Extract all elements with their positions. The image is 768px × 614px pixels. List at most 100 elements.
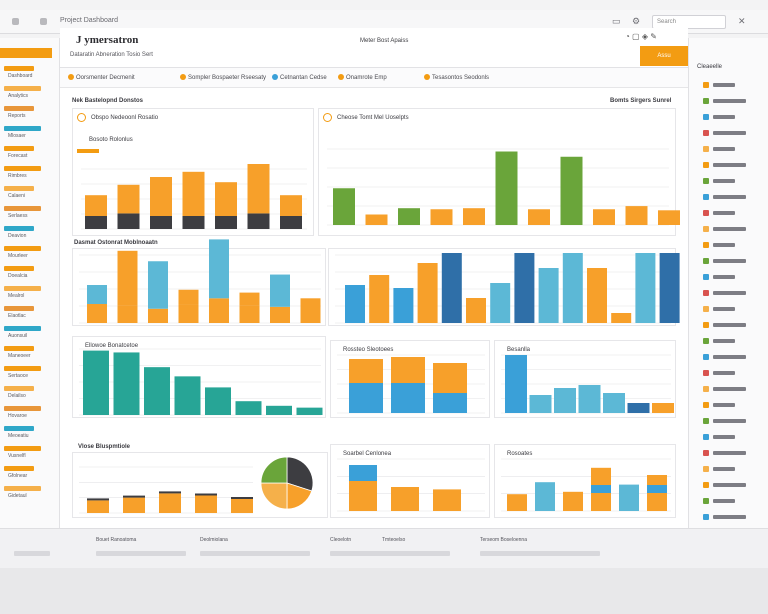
sidebar-item-label: Gfolnear [8,473,28,479]
footer-item[interactable]: Terseom Boseloenna [480,537,527,543]
row-icon [703,258,709,264]
bar-bottom [209,298,229,323]
bar [466,298,486,323]
row-bar [713,355,746,359]
sidebar-item[interactable] [4,306,34,311]
filter-item[interactable]: Oorsmenter Decmenit [68,74,135,81]
chart-panel-c4[interactable] [328,248,680,326]
window-control-icon[interactable] [40,18,47,25]
chart-title: Cheose Tomt Mel Uoselpts [337,115,409,121]
filter-item[interactable]: Onamrote Emp [338,74,387,81]
sidebar-item[interactable] [4,226,34,231]
bar [603,393,625,413]
pie-slice [260,482,288,510]
bar-bottom [239,305,260,323]
row-bar [713,131,746,135]
action-button[interactable]: Assu [640,46,688,66]
filter-dot-icon [180,74,186,80]
row-icon [703,418,709,424]
sidebar-item[interactable] [4,386,34,391]
bar-stack [591,485,611,493]
row-bar [713,275,735,279]
footer-item[interactable]: Tmteoelso [382,537,406,543]
bar [627,403,650,413]
settings-icon[interactable]: ⚙ [632,16,641,26]
chart-panel-c1[interactable]: Obspo Nedeoonl Rosatio Bosoto Rolonlus [72,108,314,236]
bar-cap [159,491,181,494]
row-icon [703,178,709,184]
row-icon [703,466,709,472]
bar-chart-c7 [501,354,674,414]
toolbar-icons[interactable]: ◔ ▢ ◈ ✎ [625,32,657,41]
sidebar-item[interactable] [4,126,41,131]
window-control-icon[interactable] [12,18,19,25]
menu-icon[interactable]: ▭ [612,16,621,26]
sidebar-item[interactable] [4,466,34,471]
sidebar-item[interactable] [4,246,41,251]
bar [159,493,181,513]
sidebar-item[interactable] [4,366,41,371]
bar [463,208,485,225]
sidebar-item-label: Elaotlac [8,313,26,319]
sidebar-item[interactable] [4,326,41,331]
chart-panel-c3[interactable] [72,239,326,326]
filter-item[interactable]: Tesasontos Seodonls [424,74,489,81]
combo-chart-c8 [79,456,314,514]
bar [625,206,648,225]
bar-chart-c4 [335,253,680,324]
bar [507,494,527,511]
filter-dot-icon [68,74,74,80]
header-menu[interactable]: Meter Bost Apaiss [360,38,409,44]
logo [0,48,52,58]
sidebar-item[interactable] [4,166,41,171]
bar-top [349,359,383,383]
bar-top [117,184,140,214]
bar [398,208,420,225]
bar [529,395,552,413]
bar-bottom [117,305,138,323]
row-icon [703,242,709,248]
sidebar-item[interactable] [4,186,34,191]
bar [490,283,511,323]
sidebar-item[interactable] [4,406,41,411]
chart-panel-c6[interactable]: Rossteo Sleotoees [330,340,490,418]
sidebar-item[interactable] [4,86,41,91]
bar [333,188,355,225]
chart-panel-c2[interactable]: Cheose Tomt Mel Uoselpts [318,108,680,236]
footer-item[interactable]: Deolmiolana [200,537,228,543]
filter-item[interactable]: Cetnantan Cedse [272,74,327,81]
footer-bar [200,551,310,556]
footer-item[interactable]: Cleoelotn [330,537,352,543]
chart-panel-c8[interactable] [72,452,328,518]
chart-panel-c5[interactable]: Ellowoe Bonatcetoe [72,336,326,418]
bar [430,209,453,225]
chart-panel-c11[interactable]: Rosoates [494,444,676,518]
bar [365,214,388,225]
search-input[interactable]: Search [652,15,726,29]
footer-bar [96,551,186,556]
filter-dot-icon [424,74,430,80]
section-title: Dasmat Ostonrat Moblnoaatn [74,240,158,246]
sidebar-item[interactable] [4,206,41,211]
filter-item[interactable]: Sompler Bospaeter Rseesaty [180,74,266,81]
sidebar-item[interactable] [4,66,34,71]
sidebar-item[interactable] [4,286,41,291]
sidebar-item[interactable] [4,266,34,271]
sidebar-item[interactable] [4,346,34,351]
bar-bottom [85,216,107,229]
row-icon [703,130,709,136]
sidebar-item[interactable] [4,106,34,111]
sidebar-item[interactable] [4,146,34,151]
bar-chart-c3 [79,239,321,324]
footer-item[interactable]: Bouet Ranoatoma [96,537,137,543]
sidebar-item-label: Maneoeer [8,353,31,359]
bar-chart-c2 [327,148,680,226]
sidebar-item[interactable] [4,486,41,491]
sidebar-item[interactable] [4,426,34,431]
bottom-strip [0,568,768,614]
sidebar-item-label: Serlaess [8,213,28,219]
close-icon[interactable]: ✕ [738,16,746,26]
chart-panel-c10[interactable]: Soarbel Cenlonea [330,444,490,518]
sidebar-item[interactable] [4,446,41,451]
chart-panel-c7[interactable]: Besanlla [494,340,676,418]
